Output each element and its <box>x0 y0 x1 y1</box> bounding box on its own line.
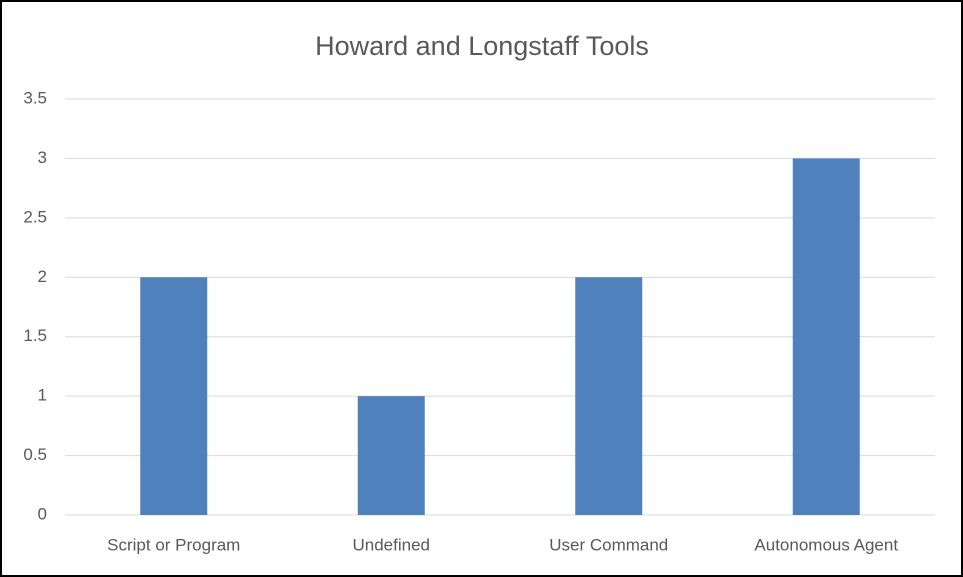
y-tick-label: 3.5 <box>23 88 47 107</box>
x-tick-label: Autonomous Agent <box>754 535 898 554</box>
y-tick-label: 2.5 <box>23 207 47 226</box>
y-tick-label: 1.5 <box>23 326 47 345</box>
x-tick-label: Undefined <box>352 535 430 554</box>
bar <box>357 396 425 515</box>
x-tick-label: Script or Program <box>107 535 240 554</box>
x-tick-label: User Command <box>549 535 668 554</box>
y-tick-label: 0.5 <box>23 445 47 464</box>
y-tick-label: 3 <box>38 148 47 167</box>
bar <box>575 277 643 515</box>
y-tick-label: 2 <box>38 267 47 286</box>
y-tick-label: 1 <box>38 386 47 405</box>
y-tick-label: 0 <box>38 504 47 523</box>
chart-title: Howard and Longstaff Tools <box>315 31 649 61</box>
bar <box>792 158 860 515</box>
bar <box>140 277 208 515</box>
